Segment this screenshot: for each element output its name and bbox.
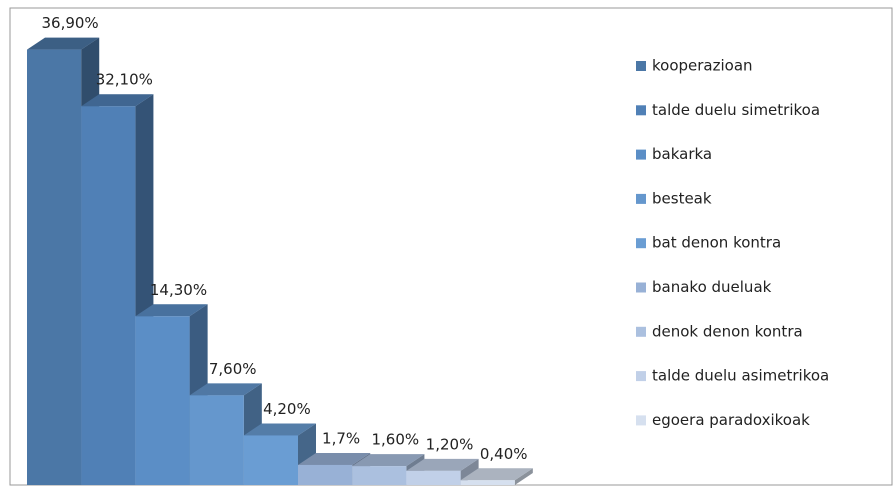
bar-top bbox=[189, 383, 262, 396]
value-label: 32,10% bbox=[96, 71, 153, 89]
bar-top bbox=[135, 304, 208, 317]
bar bbox=[243, 435, 298, 485]
bar bbox=[298, 464, 353, 485]
legend-label: banako dueluak bbox=[652, 278, 772, 296]
legend-label: besteak bbox=[652, 189, 712, 207]
legend-swatch bbox=[636, 415, 646, 426]
bar-top-shade bbox=[81, 94, 154, 107]
legend-swatch bbox=[636, 149, 646, 160]
legend-swatch bbox=[636, 326, 646, 337]
bar bbox=[352, 466, 407, 485]
bar bbox=[460, 480, 515, 485]
bar-top-shade bbox=[406, 458, 479, 471]
legend-label: talde duelu asimetrikoa bbox=[652, 367, 829, 385]
legend-swatch bbox=[636, 371, 646, 382]
bar-side-shade bbox=[514, 468, 533, 485]
bar-top-shade bbox=[189, 383, 262, 396]
value-label: 0,40% bbox=[480, 445, 528, 463]
bar-top bbox=[27, 37, 100, 50]
value-label: 4,20% bbox=[263, 400, 311, 418]
bar-top bbox=[460, 468, 533, 481]
bar bbox=[27, 49, 82, 486]
value-label: 7,60% bbox=[209, 360, 257, 378]
bar-top-shade bbox=[298, 452, 371, 465]
bar-top-shade bbox=[352, 454, 425, 467]
value-label: 1,7% bbox=[322, 429, 360, 447]
legend-label: bakarka bbox=[652, 145, 712, 163]
bar-top-shade bbox=[243, 423, 316, 436]
legend-label: egoera paradoxikoak bbox=[652, 411, 810, 429]
legend-swatch bbox=[636, 238, 646, 249]
bar-top bbox=[81, 94, 154, 107]
value-label: 36,90% bbox=[41, 14, 98, 32]
bar bbox=[406, 470, 461, 485]
bar-top bbox=[352, 454, 425, 467]
legend-label: denok denon kontra bbox=[652, 322, 803, 340]
bar-side bbox=[514, 468, 533, 485]
bar-top-shade bbox=[460, 468, 533, 481]
bar-top-shade bbox=[135, 304, 208, 317]
bar bbox=[81, 106, 136, 485]
legend-swatch bbox=[636, 105, 646, 116]
bar-top bbox=[243, 423, 316, 436]
legend-label: talde duelu simetrikoa bbox=[652, 101, 820, 119]
value-label: 1,60% bbox=[371, 431, 419, 449]
bar-top bbox=[298, 452, 371, 465]
value-label: 1,20% bbox=[426, 435, 474, 453]
bar-top-shade bbox=[27, 37, 100, 50]
value-label: 14,30% bbox=[150, 281, 207, 299]
bar bbox=[189, 395, 244, 485]
legend-swatch bbox=[636, 282, 646, 293]
legend-label: bat denon kontra bbox=[652, 234, 781, 252]
bar-top bbox=[406, 458, 479, 471]
legend-label: kooperazioan bbox=[652, 57, 753, 75]
bar bbox=[135, 316, 190, 485]
legend-swatch bbox=[636, 193, 646, 204]
legend-swatch bbox=[636, 61, 646, 71]
